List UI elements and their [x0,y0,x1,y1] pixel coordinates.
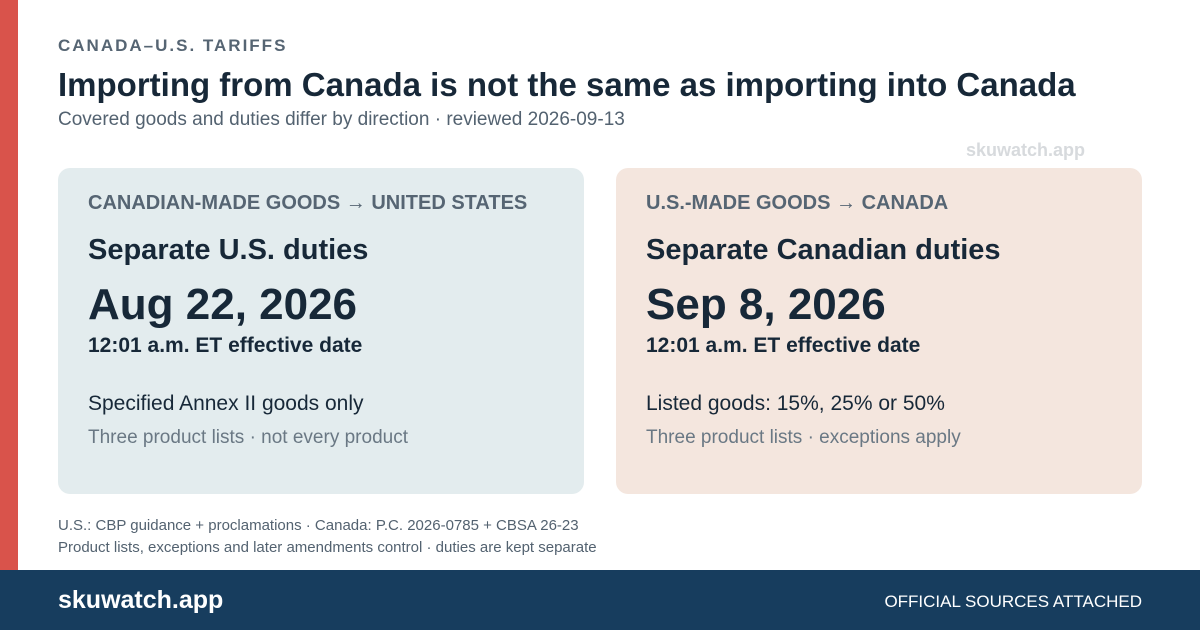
card-route: U.S.-MADE GOODS → CANADA [646,192,949,214]
footer-sources-label: OFFICIAL SOURCES ATTACHED [884,592,1142,611]
card-note: Three product lists · not every product [88,427,408,448]
card-effective-time: 12:01 a.m. ET effective date [646,334,921,357]
card-canada-to-us: CANADIAN-MADE GOODS → UNITED STATES Sepa… [58,168,584,494]
card-effective-time: 12:01 a.m. ET effective date [88,334,363,357]
card-title: Separate U.S. duties [88,234,369,266]
card-note: Three product lists · exceptions apply [646,427,961,448]
footer-brand: skuwatch.app [58,586,224,614]
disclaimer-footnote: Product lists, exceptions and later amen… [58,539,597,556]
watermark-brand: skuwatch.app [966,140,1086,160]
card-title: Separate Canadian duties [646,234,1001,266]
page-title: Importing from Canada is not the same as… [58,66,1076,103]
accent-bar [0,0,18,570]
page-subtitle: Covered goods and duties differ by direc… [58,109,625,130]
eyebrow-label: CANADA–U.S. TARIFFS [58,36,288,55]
card-effective-date: Sep 8, 2026 [646,280,886,329]
source-footnote: U.S.: CBP guidance + proclamations · Can… [58,517,579,534]
card-effective-date: Aug 22, 2026 [88,280,358,329]
footer-bar: skuwatch.app OFFICIAL SOURCES ATTACHED [0,570,1200,630]
card-scope: Listed goods: 15%, 25% or 50% [646,392,945,415]
card-us-to-canada: U.S.-MADE GOODS → CANADA Separate Canadi… [616,168,1142,494]
card-scope: Specified Annex II goods only [88,392,364,415]
card-route: CANADIAN-MADE GOODS → UNITED STATES [88,192,528,214]
